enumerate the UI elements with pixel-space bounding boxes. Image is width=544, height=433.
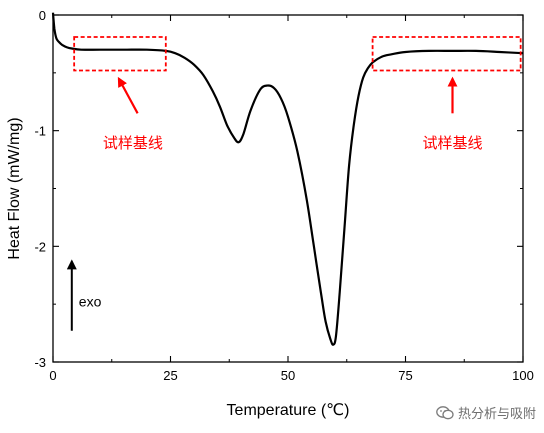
baseline-label-1: 试样基线: [103, 135, 163, 152]
x-axis-label: Temperature (℃): [227, 402, 350, 419]
baseline-arrow-1: [117, 76, 139, 114]
baseline-box-1: [73, 36, 167, 72]
watermark-text: 热分析与吸附: [457, 407, 536, 422]
y-tick-label: -3: [34, 355, 46, 370]
x-tick-label: 100: [512, 368, 534, 383]
x-tick-label: 25: [163, 368, 177, 383]
baseline-label-2: 试样基线: [422, 135, 482, 152]
x-tick-label: 75: [398, 368, 412, 383]
baseline-box-2: [371, 36, 522, 72]
exo-label: exo: [79, 293, 102, 309]
plot-frame: [52, 14, 524, 363]
wechat-icon: [436, 405, 454, 419]
y-tick-label: -2: [34, 239, 46, 254]
y-tick-label: -1: [34, 124, 46, 139]
x-tick-label: 50: [281, 368, 295, 383]
y-tick-label: 0: [39, 8, 46, 23]
watermark: 热分析与吸附: [436, 403, 536, 422]
heat-flow-line: [51, 12, 524, 346]
x-tick-label: 0: [49, 368, 56, 383]
y-axis-label: Heat Flow (mW/mg): [6, 117, 23, 259]
